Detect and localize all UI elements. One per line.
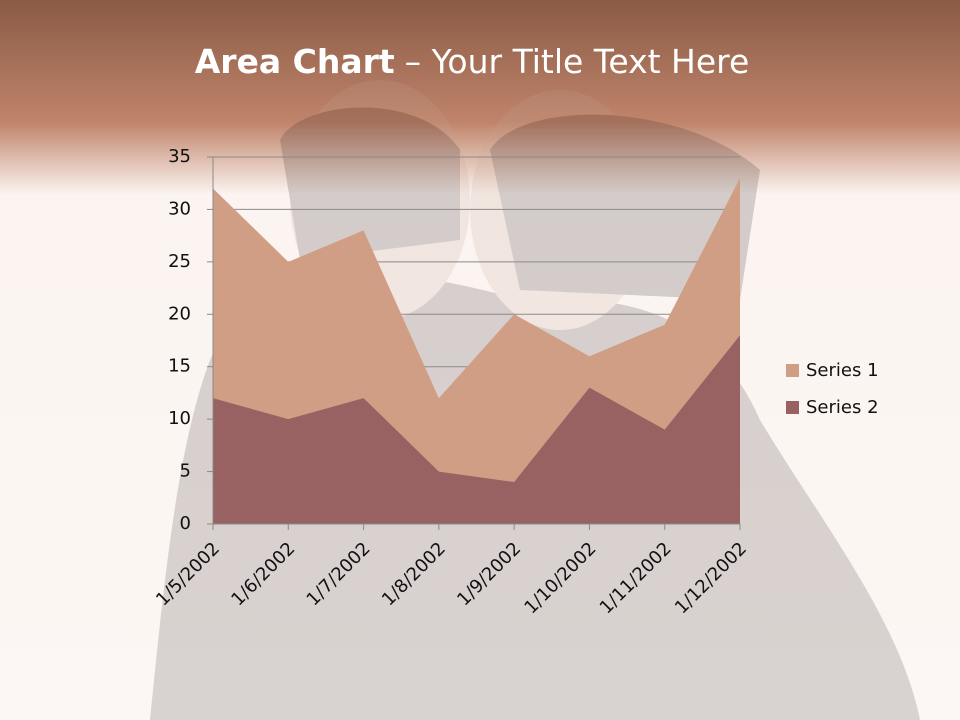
- title-bold: Area Chart: [195, 42, 395, 81]
- y-tick-label: 0: [180, 513, 191, 534]
- y-tick-label: 25: [168, 251, 191, 272]
- y-tick-label: 30: [168, 198, 191, 219]
- y-tick-label: 35: [168, 146, 191, 167]
- y-tick-label: 10: [168, 408, 191, 429]
- slide-title: Area Chart – Your Title Text Here: [195, 42, 750, 81]
- y-tick-label: 15: [168, 356, 191, 377]
- legend-swatch: [786, 364, 799, 377]
- legend-swatch: [786, 401, 799, 414]
- legend-label: Series 2: [806, 397, 879, 418]
- y-tick-label: 20: [168, 303, 191, 324]
- area: [213, 335, 740, 524]
- y-tick-label: 5: [180, 461, 191, 482]
- title-rest: – Your Title Text Here: [405, 42, 750, 81]
- legend-label: Series 1: [806, 360, 879, 381]
